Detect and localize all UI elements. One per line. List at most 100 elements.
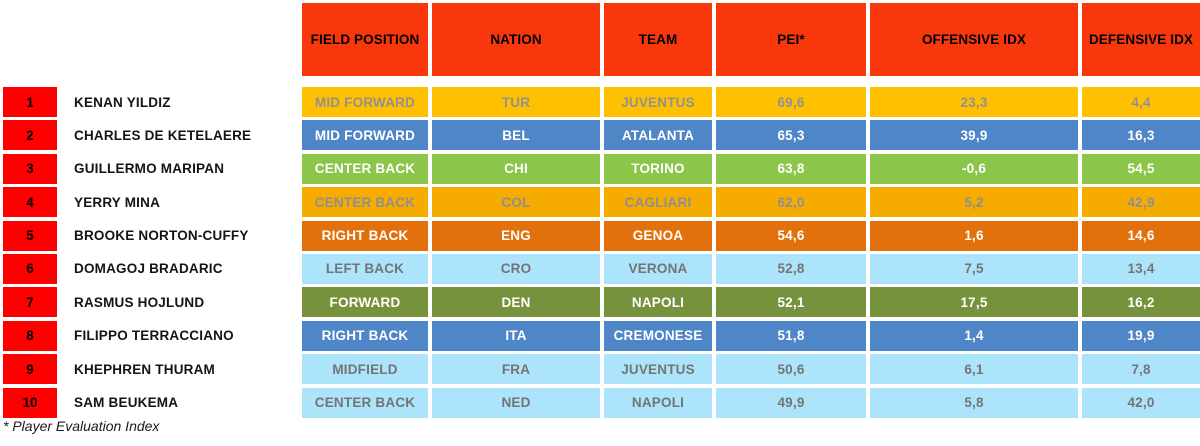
cell-nation: ITA: [432, 320, 600, 351]
cell-defensive-idx: 19,9: [1082, 320, 1200, 351]
cell-offensive-idx: 5,2: [870, 187, 1078, 218]
cell-team: JUVENTUS: [604, 87, 712, 117]
cell-defensive-idx: 16,3: [1082, 120, 1200, 151]
cell-field-position: RIGHT BACK: [302, 220, 428, 251]
cell-team: ATALANTA: [604, 120, 712, 151]
column-header-defensive-idx: DEFENSIVE IDX: [1082, 3, 1200, 76]
cell-field-position: CENTER BACK: [302, 187, 428, 218]
cell-defensive-idx: 54,5: [1082, 153, 1200, 184]
cell-defensive-idx: 7,8: [1082, 354, 1200, 385]
cell-team: VERONA: [604, 253, 712, 284]
table-row: 4 YERRY MINA CENTER BACK COL CAGLIARI 62…: [0, 187, 1200, 218]
rank-badge: 7: [3, 287, 57, 318]
cell-defensive-idx: 4,4: [1082, 87, 1200, 117]
cell-team: NAPOLI: [604, 387, 712, 418]
player-name: KENAN YILDIZ: [74, 94, 171, 110]
cell-offensive-idx: 1,4: [870, 320, 1078, 351]
rank-badge: 10: [3, 387, 57, 418]
cell-offensive-idx: 39,9: [870, 120, 1078, 151]
cell-team: NAPOLI: [604, 287, 712, 318]
cell-nation: CRO: [432, 253, 600, 284]
table-row: 6 DOMAGOJ BRADARIC LEFT BACK CRO VERONA …: [0, 253, 1200, 284]
cell-pei: 62,0: [716, 187, 866, 218]
cell-pei: 69,6: [716, 87, 866, 117]
table-row: 3 GUILLERMO MARIPAN CENTER BACK CHI TORI…: [0, 153, 1200, 184]
rank-badge: 8: [3, 320, 57, 351]
cell-defensive-idx: 14,6: [1082, 220, 1200, 251]
cell-team: CAGLIARI: [604, 187, 712, 218]
column-header-pei: PEI*: [716, 3, 866, 76]
table-row: 9 KHEPHREN THURAM MIDFIELD FRA JUVENTUS …: [0, 354, 1200, 385]
rank-badge: 3: [3, 153, 57, 184]
cell-nation: TUR: [432, 87, 600, 117]
cell-defensive-idx: 42,0: [1082, 387, 1200, 418]
cell-offensive-idx: 1,6: [870, 220, 1078, 251]
column-header-field-position: FIELD POSITION: [302, 3, 428, 76]
cell-pei: 49,9: [716, 387, 866, 418]
player-name: FILIPPO TERRACCIANO: [74, 328, 234, 344]
cell-pei: 54,6: [716, 220, 866, 251]
rank-badge: 6: [3, 253, 57, 284]
cell-defensive-idx: 13,4: [1082, 253, 1200, 284]
cell-pei: 63,8: [716, 153, 866, 184]
rank-badge: 9: [3, 354, 57, 385]
cell-nation: CHI: [432, 153, 600, 184]
column-header-team: TEAM: [604, 3, 712, 76]
table-row: 2 CHARLES DE KETELAERE MID FORWARD BEL A…: [0, 120, 1200, 151]
cell-field-position: MIDFIELD: [302, 354, 428, 385]
player-name: BROOKE NORTON-CUFFY: [74, 228, 249, 244]
table-header-row: FIELD POSITION NATION TEAM PEI* OFFENSIV…: [302, 3, 1200, 76]
table-row: 5 BROOKE NORTON-CUFFY RIGHT BACK ENG GEN…: [0, 220, 1200, 251]
table-row: 8 FILIPPO TERRACCIANO RIGHT BACK ITA CRE…: [0, 320, 1200, 351]
cell-pei: 52,8: [716, 253, 866, 284]
table-row: 1 KENAN YILDIZ MID FORWARD TUR JUVENTUS …: [0, 87, 1200, 117]
player-name: CHARLES DE KETELAERE: [74, 127, 252, 143]
cell-defensive-idx: 42,9: [1082, 187, 1200, 218]
player-name: GUILLERMO MARIPAN: [74, 161, 225, 177]
cell-offensive-idx: 17,5: [870, 287, 1078, 318]
player-name: RASMUS HOJLUND: [74, 294, 205, 310]
cell-team: GENOA: [604, 220, 712, 251]
column-header-offensive-idx: OFFENSIVE IDX: [870, 3, 1078, 76]
cell-nation: NED: [432, 387, 600, 418]
cell-field-position: CENTER BACK: [302, 153, 428, 184]
rank-badge: 2: [3, 120, 57, 151]
cell-nation: ENG: [432, 220, 600, 251]
footnote: * Player Evaluation Index: [3, 418, 160, 434]
cell-field-position: LEFT BACK: [302, 253, 428, 284]
player-name: YERRY MINA: [74, 194, 161, 210]
cell-offensive-idx: 6,1: [870, 354, 1078, 385]
cell-nation: BEL: [432, 120, 600, 151]
cell-team: TORINO: [604, 153, 712, 184]
column-header-nation: NATION: [432, 3, 600, 76]
player-name: KHEPHREN THURAM: [74, 361, 215, 377]
cell-nation: COL: [432, 187, 600, 218]
cell-team: JUVENTUS: [604, 354, 712, 385]
player-name: DOMAGOJ BRADARIC: [74, 261, 223, 277]
rank-badge: 4: [3, 187, 57, 218]
table-row: 10 SAM BEUKEMA CENTER BACK NED NAPOLI 49…: [0, 387, 1200, 418]
cell-field-position: MID FORWARD: [302, 120, 428, 151]
rank-badge: 1: [3, 87, 57, 117]
cell-offensive-idx: 7,5: [870, 253, 1078, 284]
player-name: SAM BEUKEMA: [74, 395, 179, 411]
cell-defensive-idx: 16,2: [1082, 287, 1200, 318]
cell-pei: 52,1: [716, 287, 866, 318]
cell-field-position: MID FORWARD: [302, 87, 428, 117]
cell-nation: DEN: [432, 287, 600, 318]
cell-pei: 51,8: [716, 320, 866, 351]
cell-field-position: RIGHT BACK: [302, 320, 428, 351]
rank-badge: 5: [3, 220, 57, 251]
cell-nation: FRA: [432, 354, 600, 385]
cell-team: CREMONESE: [604, 320, 712, 351]
cell-offensive-idx: 23,3: [870, 87, 1078, 117]
cell-offensive-idx: 5,8: [870, 387, 1078, 418]
table-body: 1 KENAN YILDIZ MID FORWARD TUR JUVENTUS …: [0, 87, 1200, 421]
cell-pei: 50,6: [716, 354, 866, 385]
cell-field-position: FORWARD: [302, 287, 428, 318]
cell-offensive-idx: -0,6: [870, 153, 1078, 184]
table-row: 7 RASMUS HOJLUND FORWARD DEN NAPOLI 52,1…: [0, 287, 1200, 318]
cell-pei: 65,3: [716, 120, 866, 151]
cell-field-position: CENTER BACK: [302, 387, 428, 418]
